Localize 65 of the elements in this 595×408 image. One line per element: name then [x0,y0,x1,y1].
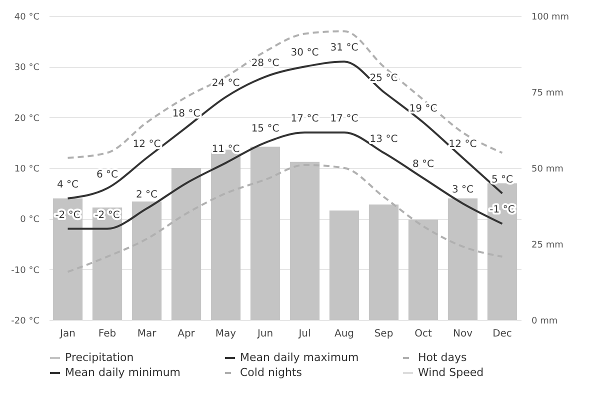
y-tick-label: 0 °C [20,215,40,226]
bar [171,168,202,320]
x-tick-label: Feb [98,328,116,340]
data-label: 30 °C [290,48,319,59]
x-tick-label: Jun [256,328,274,340]
bar [448,198,478,320]
data-label: 12 °C [132,138,161,150]
bar [368,204,399,320]
bar [329,210,360,320]
data-label: 17 °C [290,114,319,125]
data-label: -2 °C [94,210,120,221]
legend-label: Mean daily minimum [65,366,181,379]
x-tick-label: Sep [374,328,394,340]
y2-tick-label: 50 mm [532,164,564,174]
legend-label: Mean daily maximum [240,351,359,364]
data-label: 8 °C [412,159,434,170]
y-tick-label: 30 °C [14,63,40,74]
x-tick-label: Jul [298,328,311,340]
y-tick-label: 20 °C [14,114,40,124]
data-label: -2 °C [55,210,80,221]
bar [408,220,438,320]
data-label: 3 °C [452,184,474,196]
bar [487,183,518,320]
data-label: -1 °C [490,204,515,216]
data-label: 18 °C [172,108,200,120]
line-series [66,30,504,159]
x-tick-label: Oct [414,328,432,340]
y-tick-label: -10 °C [11,266,40,276]
data-label: 15 °C [251,124,280,135]
y-tick-label: -20 °C [11,316,40,326]
y2-tick-label: 100 mm [532,12,570,22]
bar [132,201,162,320]
y2-tick-label: 25 mm [532,240,564,250]
legend-label: Cold nights [240,366,302,379]
x-tick-label: May [215,328,236,340]
y2-tick-label: 0 mm [532,316,558,326]
legend-label: Hot days [418,351,468,364]
x-tick-label: Dec [492,328,512,340]
data-label: 12 °C [448,138,477,150]
y-tick-label: 10 °C [14,164,40,174]
x-tick-label: Mar [137,328,158,340]
x-tick-label: Jan [59,328,76,340]
bar [52,198,83,320]
y2-tick-label: 75 mm [532,88,564,98]
data-label: 6 °C [96,169,118,180]
legend-label: Precipitation [65,351,134,364]
data-label: 11 °C [212,144,240,155]
x-tick-label: Aug [334,328,354,340]
line-series [66,60,504,200]
data-label: 5 °C [491,174,514,186]
data-label: 28 °C [251,58,280,69]
data-label: 2 °C [136,190,158,201]
y-tick-label: 40 °C [14,12,40,22]
bar [250,146,280,320]
data-label: 31 °C [330,42,358,54]
x-tick-label: Nov [452,328,473,340]
data-label: 13 °C [370,134,398,145]
data-label: 17 °C [330,114,358,125]
bar [290,162,320,320]
data-label: 19 °C [409,103,438,114]
line-series [66,132,504,230]
data-label: 24 °C [212,78,240,90]
data-label: 4 °C [56,179,79,190]
x-tick-label: Apr [178,328,196,340]
legend-label: Wind Speed [418,366,484,379]
